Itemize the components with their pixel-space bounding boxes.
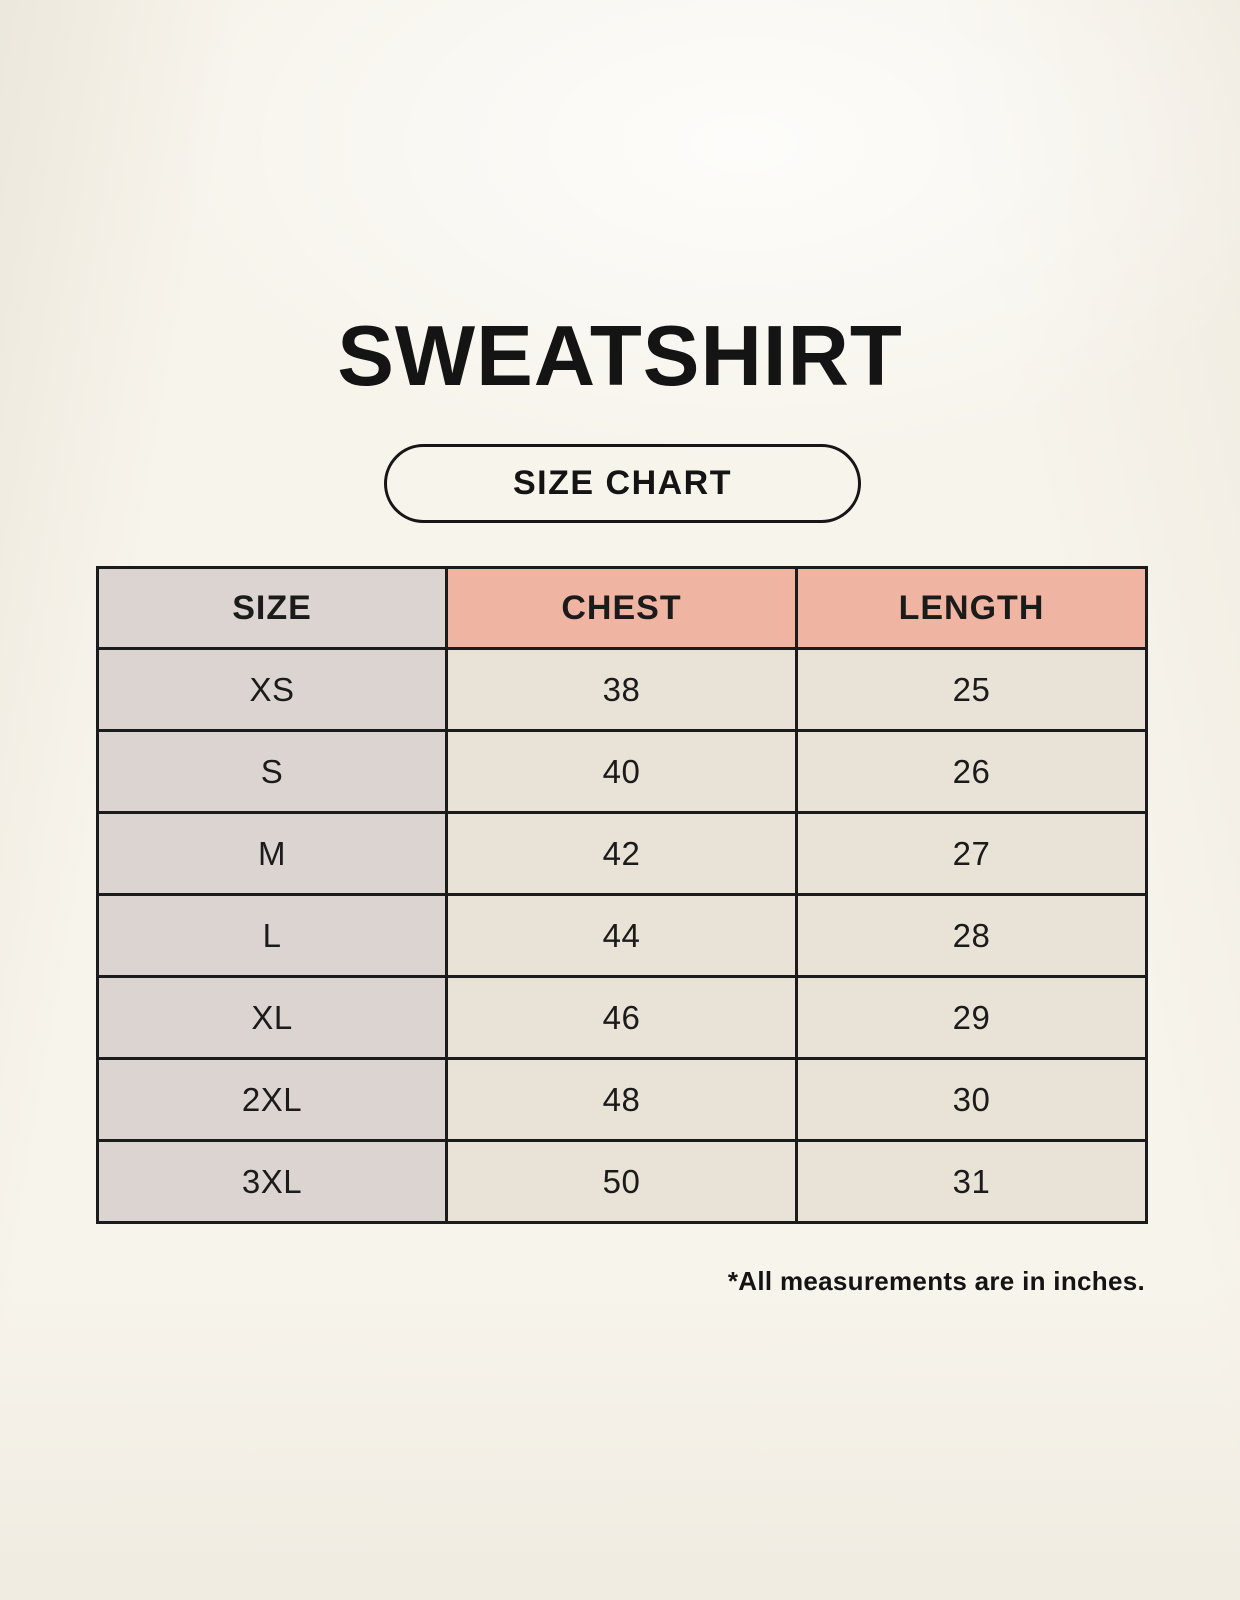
column-header-chest: CHEST [445, 566, 798, 650]
header-row: SIZE CHEST LENGTH [96, 566, 1148, 650]
size-cell: L [96, 893, 448, 978]
table-row-xl: XL 46 29 [96, 975, 1148, 1060]
table-row-3xl: 3XL 50 31 [96, 1139, 1148, 1224]
chest-cell: 40 [445, 729, 798, 814]
length-cell: 25 [795, 647, 1148, 732]
size-chart-badge-label: SIZE CHART [513, 464, 732, 502]
table-row-l: L 44 28 [96, 893, 1148, 978]
table-row-s: S 40 26 [96, 729, 1148, 814]
chest-cell: 48 [445, 1057, 798, 1142]
size-chart-table-container: SIZE CHEST LENGTH XS 38 25 S 40 26 M [96, 566, 1148, 1224]
size-cell: XS [96, 647, 448, 732]
chest-cell: 46 [445, 975, 798, 1060]
size-chart-badge[interactable]: SIZE CHART [384, 444, 861, 523]
table-row-m: M 42 27 [96, 811, 1148, 896]
length-cell: 26 [795, 729, 1148, 814]
chest-cell: 38 [445, 647, 798, 732]
length-cell: 29 [795, 975, 1148, 1060]
length-cell: 28 [795, 893, 1148, 978]
length-cell: 31 [795, 1139, 1148, 1224]
chest-cell: 50 [445, 1139, 798, 1224]
table-row-xs: XS 38 25 [96, 647, 1148, 732]
length-cell: 30 [795, 1057, 1148, 1142]
chest-cell: 42 [445, 811, 798, 896]
page-title: SWEATSHIRT [337, 309, 903, 404]
table-row-2xl: 2XL 48 30 [96, 1057, 1148, 1142]
size-chart-table: SIZE CHEST LENGTH XS 38 25 S 40 26 M [96, 566, 1148, 1224]
length-cell: 27 [795, 811, 1148, 896]
size-cell: S [96, 729, 448, 814]
column-header-length: LENGTH [795, 566, 1148, 650]
size-cell: 2XL [96, 1057, 448, 1142]
measurements-note: *All measurements are in inches. [727, 1266, 1145, 1296]
chest-cell: 44 [445, 893, 798, 978]
column-header-size: SIZE [96, 566, 448, 650]
size-cell: M [96, 811, 448, 896]
size-cell: 3XL [96, 1139, 448, 1224]
size-cell: XL [96, 975, 448, 1060]
